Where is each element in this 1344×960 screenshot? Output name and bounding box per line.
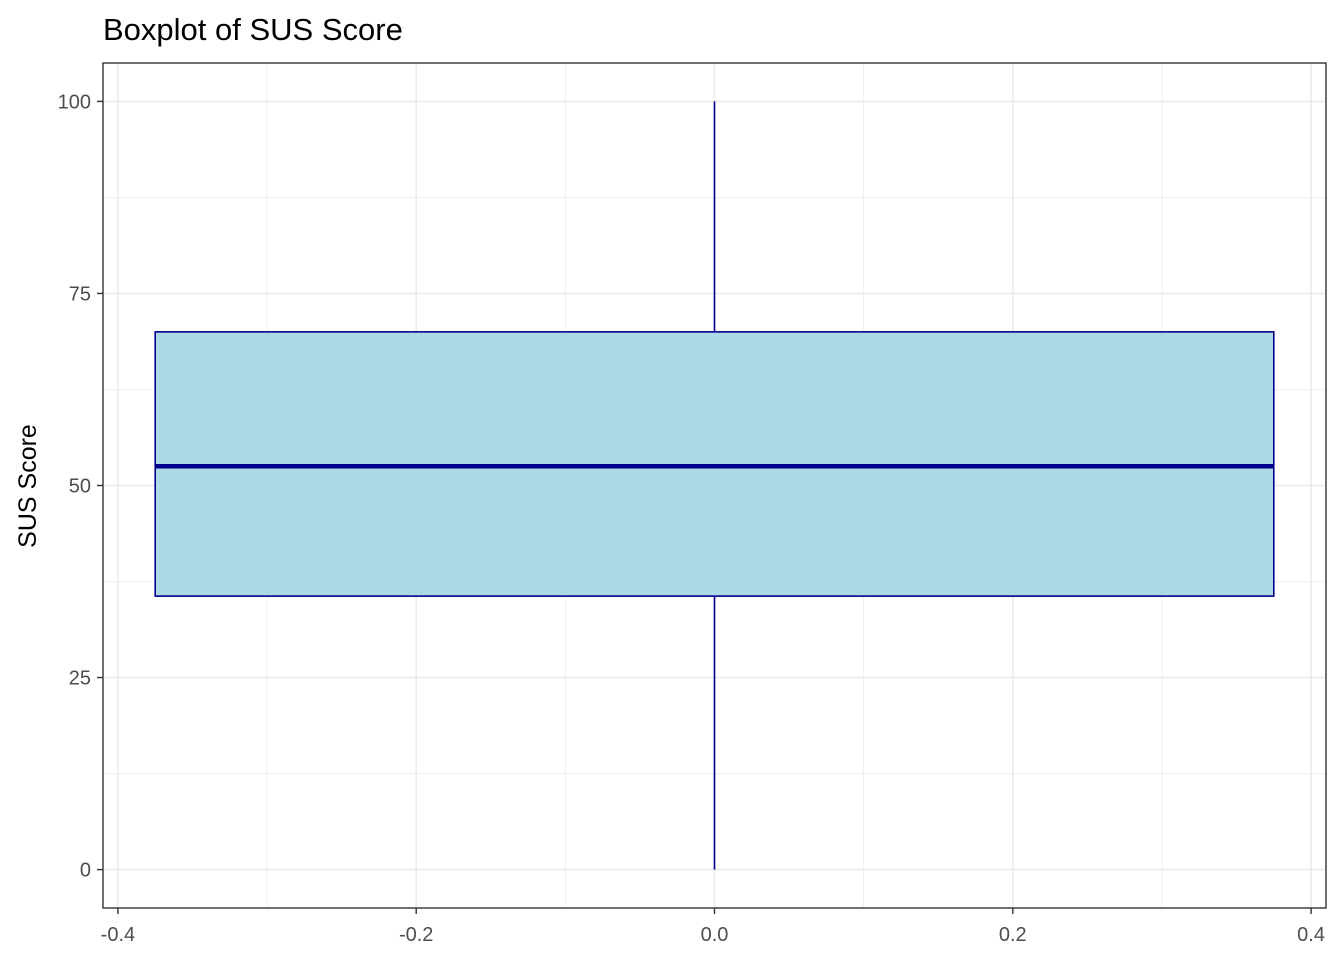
x-tick-label: 0.4 (1297, 924, 1325, 946)
y-tick-label: 25 (69, 668, 91, 690)
y-tick-label: 0 (80, 860, 91, 882)
x-tick-label: -0.2 (399, 924, 433, 946)
y-tick-label: 50 (69, 476, 91, 498)
x-tick-label: -0.4 (101, 924, 135, 946)
y-axis-title: SUS Score (14, 424, 42, 548)
y-tick-label: 75 (69, 283, 91, 305)
y-tick-label: 100 (58, 91, 91, 113)
x-tick-label: 0.2 (999, 924, 1027, 946)
iqr-box (154, 331, 1275, 597)
x-tick-label: 0.0 (701, 924, 729, 946)
chart-title: Boxplot of SUS Score (103, 12, 403, 47)
plot-area: -0.4 -0.2 0.0 0.2 0.4 0 25 50 75 100 (58, 62, 1327, 946)
